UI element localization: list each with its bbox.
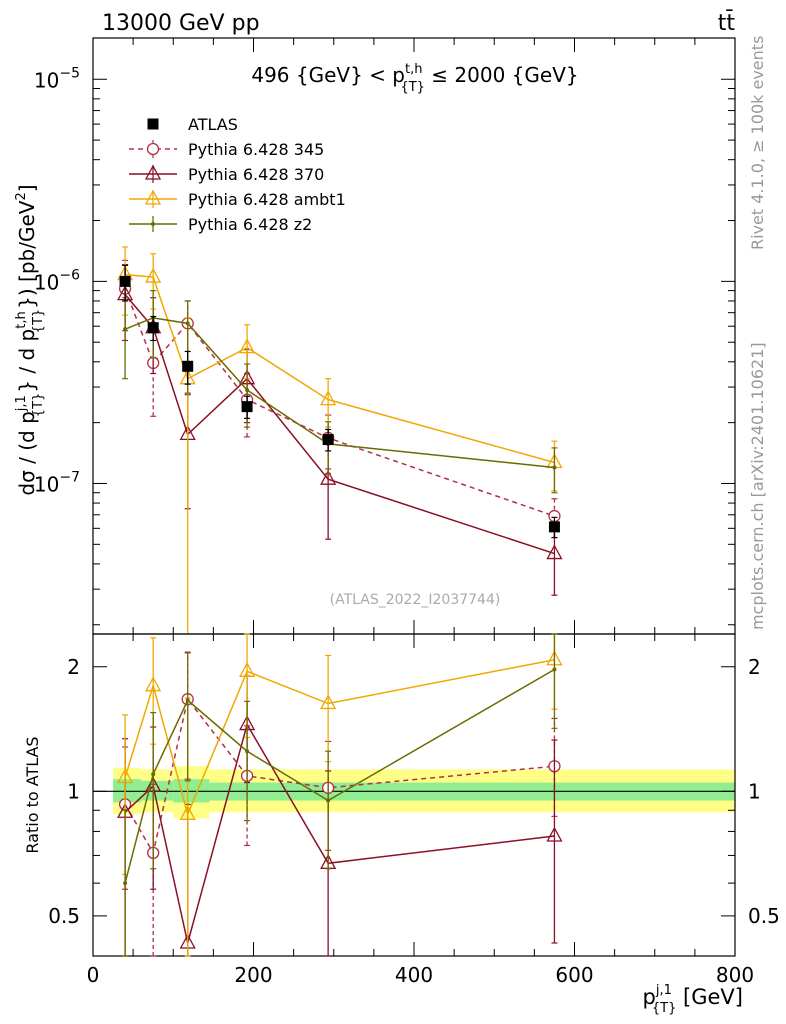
ratio-series-line (124, 668, 555, 884)
main-y-tick-label: 10−6 (34, 267, 80, 294)
main-y-ticks: 10−7 10−6 10−5 (34, 38, 736, 634)
ylabel-d: ] (15, 184, 39, 192)
ylabel-sup1: j,1 (14, 395, 29, 412)
x-tick-label: 0 (87, 963, 100, 987)
ratio-data-point (145, 676, 162, 692)
xlabel-unit: [GeV] (676, 985, 743, 1009)
ratio-data-point (185, 698, 190, 703)
energy-label: 13000 GeV pp (102, 11, 260, 36)
ylabel-c: }) [pb/GeV (15, 200, 39, 309)
ratio-data-point (320, 694, 337, 710)
xlabel-p: p (643, 985, 656, 1009)
legend-marker (151, 222, 155, 226)
legend-marker (146, 142, 160, 156)
ylabel-a: dσ / (d p (15, 411, 39, 495)
x-tick-label: 800 (716, 963, 754, 987)
ratio-y-tick-label-right: 2 (748, 655, 761, 679)
main-series-line (124, 288, 555, 517)
ratio-data-point (245, 749, 250, 754)
main-data-point (546, 544, 563, 560)
ylabel-sub1: {T} (31, 393, 46, 417)
legend-label: Pythia 6.428 z2 (188, 215, 312, 234)
main-series-2 (117, 246, 563, 635)
ratio-series-line (124, 722, 555, 944)
ratio-y-tick-label: 2 (67, 655, 80, 679)
main-data-point (322, 434, 334, 446)
legend-label: ATLAS (188, 115, 238, 134)
legend-label: Pythia 6.428 345 (188, 140, 324, 159)
mcplots-label: mcplots.cern.ch [arXiv:2401.10621] (748, 342, 767, 630)
main-y-tick-label: 10−7 (34, 469, 80, 496)
main-data-point (320, 469, 337, 485)
ratio-y-tick-label-right: 1 (748, 779, 761, 803)
main-y-axis-label: dσ / (d pj,1 {T}} / d pt,h {T}}) [pb/GeV2] (14, 184, 46, 495)
legend: ATLAS Pythia 6.428 345 Pythia 6.428 370 Pyt… (129, 115, 346, 234)
ratio-series-line (124, 658, 555, 817)
main-data-point (147, 322, 159, 334)
main-series (117, 246, 563, 635)
legend-label: Pythia 6.428 ambt1 (188, 190, 346, 209)
title-sup: t,h (405, 62, 422, 77)
x-tick-label: 400 (395, 963, 433, 987)
ratio-y-tick-label: 1 (67, 779, 80, 803)
ratio-ticks: 0.5 0.5 1 1 2 2 0 200 400 600 800 (48, 634, 780, 987)
ratio-y-tick-label: 0.5 (48, 904, 80, 928)
ylabel-sup3: 2 (14, 192, 29, 200)
main-data-point (238, 338, 256, 354)
main-data-point (123, 327, 128, 332)
ylabel-b: } / d p (15, 329, 39, 393)
main-data-point (145, 267, 162, 283)
ratio-data-point (117, 768, 134, 784)
ratio-panel: 0.5 0.5 1 1 2 2 0 200 400 600 800 Ratio to ATLAS p… (23, 633, 780, 1016)
ratio-data-point (552, 667, 557, 672)
title-part-b: ≤ 2000 {GeV} (425, 63, 579, 87)
ratio-series-3 (122, 633, 558, 957)
ylabel-sub2: {T} (31, 309, 46, 333)
plot-title: 496 {GeV} < pt,h {T} ≤ 2000 {GeV} (251, 62, 578, 95)
main-panel: 10−710−610−5 496 {GeV} < pt,h {T} ≤ 2000 … (14, 37, 736, 635)
main-series-1 (117, 264, 563, 596)
legend-marker (144, 189, 162, 205)
legend-marker (144, 164, 162, 180)
analysis-watermark: (ATLAS_2022_I2037744) (330, 592, 501, 608)
title-part-a: 496 {GeV} < p (251, 63, 405, 87)
main-series-line (124, 317, 555, 469)
legend-marker (147, 118, 159, 130)
main-series-0 (118, 259, 561, 539)
ratio-y-axis-label: Ratio to ATLAS (23, 736, 42, 853)
process-label: tt̄ (718, 10, 736, 36)
ratio-data-point (238, 661, 256, 677)
ratio-series-line (124, 697, 555, 855)
main-series-line (124, 294, 555, 555)
x-tick-label: 600 (555, 963, 593, 987)
main-data-point (320, 390, 337, 406)
x-axis-label: pj,1 {T} [GeV] (643, 983, 743, 1016)
ylabel-sup2: t,h (14, 311, 29, 328)
main-data-point (548, 521, 560, 533)
ratio-series (117, 633, 563, 957)
legend-label: Pythia 6.428 370 (188, 165, 324, 184)
ratio-data-point (123, 881, 128, 886)
title-sub: {T} (400, 80, 424, 95)
main-data-point (185, 321, 190, 326)
ratio-data-point (326, 798, 331, 803)
ratio-data-point (546, 826, 563, 842)
main-data-point (119, 275, 131, 287)
main-data-point (241, 401, 253, 413)
main-data-point (182, 360, 194, 372)
main-series-4 (119, 264, 560, 539)
rivet-version-label: Rivet 4.1.0, ≥ 100k events (748, 36, 767, 250)
main-data-point (552, 465, 557, 470)
xlabel-sup: j,1 (655, 983, 672, 998)
ratio-data-point (179, 804, 196, 820)
ratio-y-tick-label-right: 0.5 (748, 904, 780, 928)
x-tick-label: 200 (234, 963, 272, 987)
ratio-data-point (151, 772, 156, 777)
main-y-tick-label: 10−5 (34, 65, 80, 92)
main-data-point (245, 388, 250, 393)
xlabel-sub: {T} (652, 1001, 676, 1016)
